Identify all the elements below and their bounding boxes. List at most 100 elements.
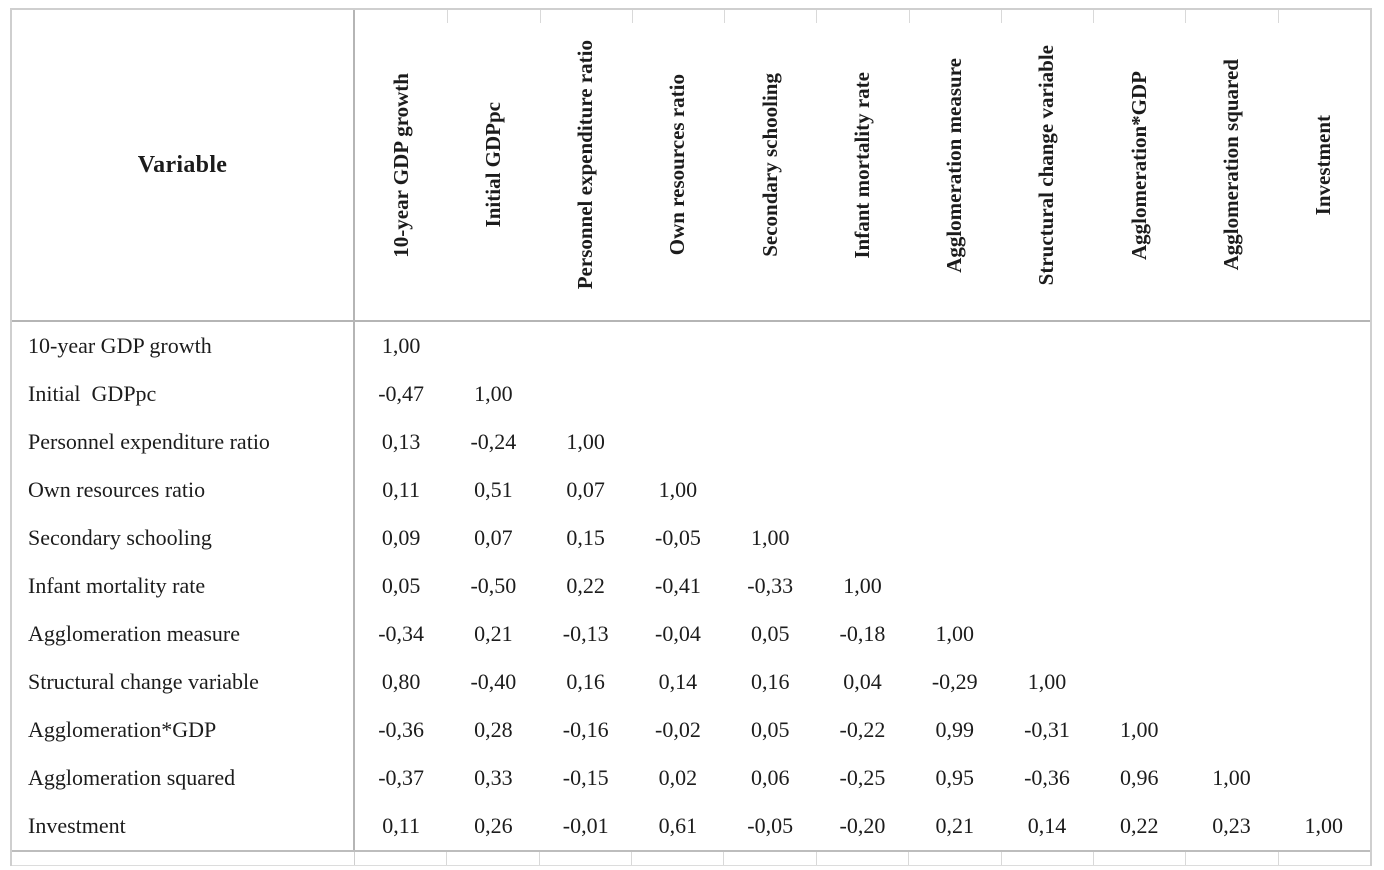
- footer-stub: [1094, 852, 1187, 865]
- row-label: Secondary schooling: [12, 514, 355, 563]
- empty-cell: [1278, 514, 1370, 562]
- row-cells: 0,05 -0,50 0,22 -0,41 -0,33 1,00: [355, 562, 1370, 610]
- column-header-cell: Agglomeration squared: [1185, 10, 1279, 320]
- correlation-value-cell: 0,06: [750, 765, 790, 791]
- table-row: Infant mortality rate 0,05 -0,50 0,22 -0,41…: [12, 562, 1370, 611]
- empty-cell: [1278, 562, 1370, 610]
- empty-cell: [1001, 322, 1093, 370]
- correlation-value-cell: 0,99: [935, 717, 974, 743]
- correlation-value-cell: 1,00: [381, 333, 421, 359]
- empty-cell: [1278, 706, 1370, 754]
- table-row: Structural change variable 0,80 -0,40 0,16…: [12, 658, 1370, 707]
- column-header-cell: Agglomeration measure: [909, 10, 1003, 320]
- empty-cell: [1185, 562, 1277, 610]
- correlation-value-cell: -0,05: [747, 813, 794, 839]
- row-label: Infant mortality rate: [12, 562, 355, 611]
- column-header-label: 10-year GDP growth: [388, 72, 413, 258]
- table-row: Personnel expenditure ratio 0,13 -0,24 1,0…: [12, 418, 1370, 467]
- table-row: Initial GDPpc -0,47 1,00: [12, 370, 1370, 419]
- empty-cell: [1093, 370, 1185, 418]
- correlation-value-cell: -0,37: [378, 765, 425, 791]
- correlation-value-cell: 1,00: [750, 525, 790, 551]
- table-header-row: Variable 10-year GDP growth Initial GDPp…: [12, 10, 1370, 323]
- correlation-value-cell: 0,14: [658, 669, 698, 695]
- table-bottom-strip: [12, 850, 1370, 866]
- empty-cell: [1093, 466, 1185, 514]
- correlation-value-cell: -0,34: [378, 621, 425, 647]
- row-cells: 0,11 0,26 -0,01 0,61 -0,05 -0,20 0,21 0,14 0,22 0…: [355, 802, 1370, 850]
- correlation-value-cell: 0,04: [843, 669, 882, 695]
- correlation-value-cell: 0,28: [474, 717, 513, 743]
- footer-stub: [909, 852, 1002, 865]
- row-cells: 0,09 0,07 0,15 -0,05 1,00: [355, 514, 1370, 562]
- row-cells: 0,11 0,51 0,07 1,00: [355, 466, 1370, 514]
- correlation-value-cell: -0,20: [839, 813, 886, 839]
- empty-cell: [1278, 466, 1370, 514]
- column-header-cell: Structural change variable: [1001, 10, 1095, 320]
- column-header-cell: 10-year GDP growth: [355, 10, 449, 320]
- correlation-value-cell: -0,02: [655, 717, 701, 743]
- empty-cell: [1185, 466, 1277, 514]
- correlation-value-cell: 0,96: [1120, 765, 1159, 791]
- correlation-value-cell: 0,15: [566, 525, 605, 551]
- empty-cell: [1093, 562, 1185, 610]
- correlation-value-cell: 0,09: [381, 525, 421, 551]
- correlation-value-cell: -0,47: [378, 381, 425, 407]
- table-row: Own resources ratio 0,11 0,51 0,07 1,00: [12, 466, 1370, 515]
- correlation-value-cell: -0,33: [747, 573, 794, 599]
- row-cells: 1,00: [355, 322, 1370, 370]
- empty-cell: [816, 514, 908, 562]
- empty-cell: [816, 322, 908, 370]
- correlation-value-cell: -0,41: [655, 573, 701, 599]
- correlation-value-cell: -0,22: [839, 717, 886, 743]
- empty-cell: [1185, 706, 1277, 754]
- row-label: Agglomeration*GDP: [12, 706, 355, 755]
- correlation-value-cell: -0,50: [470, 573, 517, 599]
- table-body: 10-year GDP growth 1,00 Initial GDPpc -0…: [12, 322, 1370, 851]
- empty-cell: [816, 418, 908, 466]
- correlation-value-cell: 0,11: [382, 477, 420, 503]
- footer-stub: [1002, 852, 1094, 865]
- row-label: Initial GDPpc: [12, 370, 355, 419]
- footer-column-stubs: [355, 852, 1370, 865]
- column-header-cell: Investment: [1278, 10, 1370, 320]
- row-cells: 0,13 -0,24 1,00: [355, 418, 1370, 466]
- empty-cell: [1001, 370, 1093, 418]
- correlation-value-cell: 1,00: [1212, 765, 1251, 791]
- row-label: Agglomeration squared: [12, 754, 355, 803]
- footer-stub: [817, 852, 910, 865]
- correlation-value-cell: 0,16: [750, 669, 790, 695]
- footer-stub: [540, 852, 633, 865]
- empty-cell: [1093, 322, 1185, 370]
- empty-cell: [909, 322, 1001, 370]
- empty-cell: [1093, 514, 1185, 562]
- correlation-value-cell: 0,22: [566, 573, 605, 599]
- correlation-value-cell: 0,61: [658, 813, 698, 839]
- empty-cell: [909, 418, 1001, 466]
- row-cells: -0,34 0,21 -0,13 -0,04 0,05 -0,18 1,00: [355, 610, 1370, 658]
- column-header-label: Personnel expenditure ratio: [573, 40, 598, 290]
- correlation-value-cell: -0,16: [562, 717, 609, 743]
- footer-label-stub: [12, 852, 355, 865]
- column-header-cell: Own resources ratio: [632, 10, 726, 320]
- correlation-value-cell: -0,36: [378, 717, 425, 743]
- empty-cell: [909, 466, 1001, 514]
- correlation-value-cell: 0,07: [566, 477, 605, 503]
- column-header-label: Infant mortality rate: [849, 71, 874, 259]
- correlation-value-cell: 1,00: [1027, 669, 1067, 695]
- correlation-value-cell: 1,00: [935, 621, 974, 647]
- row-cells: 0,80 -0,40 0,16 0,14 0,16 0,04 -0,29 1,00: [355, 658, 1370, 706]
- row-label: 10-year GDP growth: [12, 322, 355, 371]
- correlation-value-cell: 1,00: [474, 381, 513, 407]
- correlation-value-cell: 0,33: [474, 765, 513, 791]
- table-row: Investment 0,11 0,26 -0,01 0,61 -0,05 -0,20 0,…: [12, 802, 1370, 851]
- row-label: Own resources ratio: [12, 466, 355, 515]
- row-cells: -0,47 1,00: [355, 370, 1370, 418]
- correlation-value-cell: -0,13: [562, 621, 609, 647]
- column-header-label: Secondary schooling: [757, 73, 782, 257]
- row-label: Personnel expenditure ratio: [12, 418, 355, 467]
- correlation-value-cell: 1,00: [1304, 813, 1344, 839]
- column-header-cell: Secondary schooling: [724, 10, 818, 320]
- empty-cell: [1185, 418, 1277, 466]
- correlation-value-cell: 1,00: [658, 477, 698, 503]
